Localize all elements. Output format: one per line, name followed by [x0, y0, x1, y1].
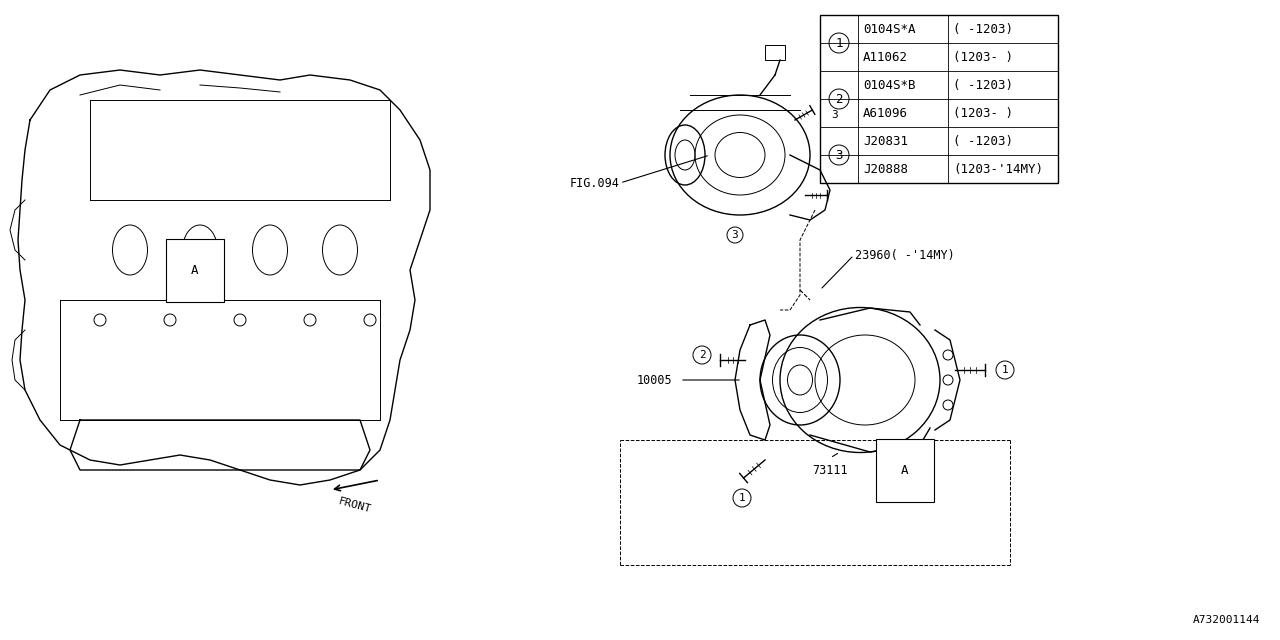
Text: 73111: 73111 — [813, 463, 847, 477]
Text: ( -1203): ( -1203) — [954, 134, 1012, 147]
Text: 1: 1 — [836, 36, 842, 49]
Text: (1203- ): (1203- ) — [954, 106, 1012, 120]
Text: 1: 1 — [1002, 365, 1009, 375]
Text: 2: 2 — [699, 350, 705, 360]
Text: (1203-'14MY): (1203-'14MY) — [954, 163, 1043, 175]
Text: A: A — [901, 463, 909, 477]
Text: ( -1203): ( -1203) — [954, 22, 1012, 35]
Text: 3: 3 — [832, 110, 838, 120]
Text: 0104S*B: 0104S*B — [863, 79, 915, 92]
Text: A: A — [191, 264, 198, 276]
Text: A61096: A61096 — [863, 106, 908, 120]
Text: 23960( -'14MY): 23960( -'14MY) — [855, 248, 955, 262]
Text: 10005: 10005 — [636, 374, 672, 387]
Text: J20888: J20888 — [863, 163, 908, 175]
Text: A11062: A11062 — [863, 51, 908, 63]
Text: FRONT: FRONT — [338, 496, 372, 514]
Text: 3: 3 — [732, 230, 739, 240]
FancyBboxPatch shape — [820, 15, 1059, 183]
Text: 2: 2 — [836, 93, 842, 106]
Text: 1: 1 — [739, 493, 745, 503]
Text: ( -1203): ( -1203) — [954, 79, 1012, 92]
FancyBboxPatch shape — [765, 45, 785, 60]
Text: FIG.094: FIG.094 — [570, 177, 620, 189]
Text: J20831: J20831 — [863, 134, 908, 147]
Text: (1203- ): (1203- ) — [954, 51, 1012, 63]
Text: A732001144: A732001144 — [1193, 615, 1260, 625]
Text: 3: 3 — [836, 148, 842, 161]
Text: 0104S*A: 0104S*A — [863, 22, 915, 35]
